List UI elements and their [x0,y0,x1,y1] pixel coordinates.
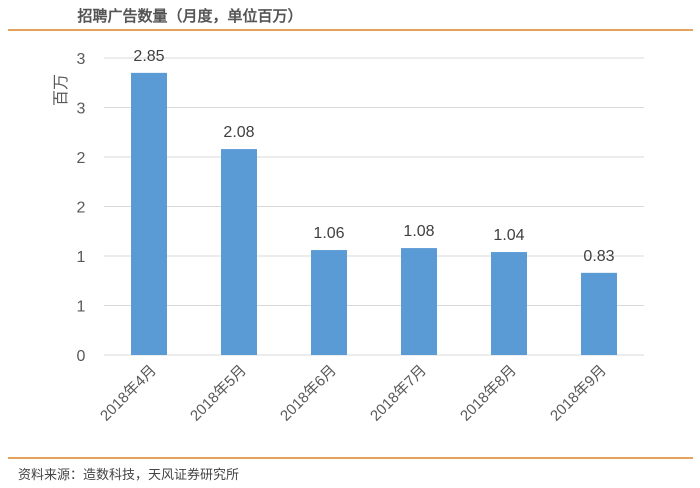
bar [311,250,347,355]
x-tick-label: 2018年9月 [547,362,610,425]
bar [491,252,527,355]
x-tick-label: 2018年5月 [187,362,250,425]
chart-title: 招聘广告数量（月度，单位百万） [77,7,303,25]
bar [221,149,257,355]
data-label: 1.06 [313,225,344,242]
y-tick-label: 3 [77,101,86,118]
data-label: 1.04 [493,227,524,244]
data-label: 1.08 [403,223,434,240]
bar [401,248,437,355]
data-label: 2.85 [133,48,164,65]
bar [581,272,617,355]
source-note: 资料来源：造数科技，天风证券研究所 [18,468,240,483]
top-divider [8,29,693,31]
y-tick-label: 0 [77,348,86,365]
x-tick-label: 2018年4月 [97,362,160,425]
y-tick-label: 2 [77,150,86,167]
y-tick-label: 3 [77,51,86,68]
bottom-divider [8,457,693,459]
y-axis-label: 百万 [53,74,70,106]
x-tick-label: 2018年6月 [277,362,340,425]
y-tick-label: 1 [77,249,86,266]
x-tick-label: 2018年8月 [457,362,520,425]
data-label: 0.83 [583,248,614,265]
x-tick-label: 2018年7月 [367,362,430,425]
bar [131,72,167,355]
y-tick-label: 2 [77,200,86,217]
y-tick-label: 1 [77,299,86,316]
data-label: 2.08 [223,124,254,141]
